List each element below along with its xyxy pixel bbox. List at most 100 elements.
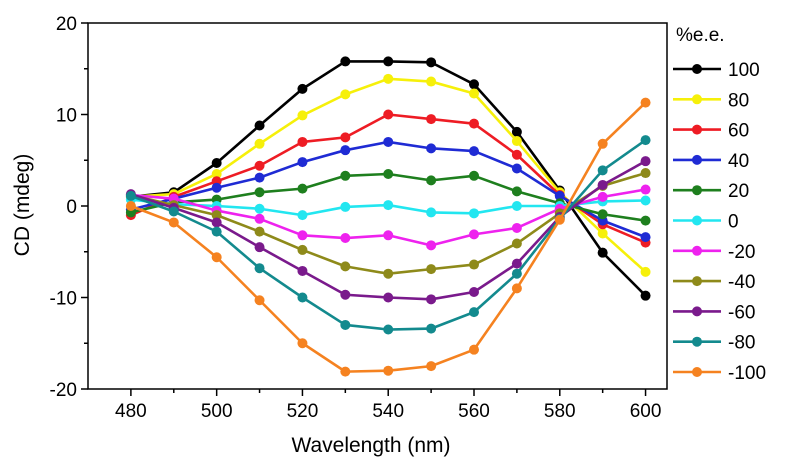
data-point (254, 138, 265, 149)
legend-item: -100 (673, 363, 766, 384)
legend-swatch-marker (692, 306, 702, 317)
data-point (640, 156, 651, 167)
legend-label: 60 (728, 121, 749, 142)
data-point (297, 83, 308, 94)
data-point (297, 230, 308, 241)
legend-item: 40 (673, 151, 749, 172)
data-point (426, 294, 437, 305)
data-point (469, 229, 479, 240)
data-point (383, 365, 394, 376)
legend-label: -60 (728, 302, 755, 323)
data-point (340, 132, 351, 143)
data-point (426, 323, 437, 334)
data-point (469, 170, 479, 181)
data-point (597, 228, 608, 239)
data-point (211, 168, 222, 179)
legend-swatch-marker (692, 215, 702, 226)
data-point (640, 97, 651, 108)
data-point (383, 168, 394, 179)
x-axis: 480 500 520 540 560 580 600 (115, 389, 661, 422)
data-point (469, 79, 479, 90)
data-point (340, 56, 351, 67)
data-point (426, 264, 437, 275)
data-point (297, 292, 308, 303)
data-point (297, 338, 308, 349)
data-point (254, 263, 265, 274)
data-point (597, 247, 608, 258)
data-point (597, 165, 608, 176)
data-point (597, 209, 608, 220)
data-point (211, 217, 222, 228)
x-tick-label: 580 (544, 401, 576, 422)
x-tick-label: 600 (630, 401, 662, 422)
data-point (597, 191, 608, 202)
data-point (340, 319, 351, 330)
data-point (340, 366, 351, 377)
legend-item: -20 (673, 242, 755, 263)
data-point (511, 126, 522, 137)
data-point (297, 110, 308, 121)
series--100 (125, 97, 651, 377)
data-point (168, 206, 179, 217)
y-tick-label: -10 (50, 289, 77, 310)
data-point (125, 201, 136, 211)
data-point (383, 230, 394, 241)
data-point (340, 145, 351, 156)
data-point (426, 175, 437, 186)
data-point (469, 146, 479, 157)
data-point (297, 183, 308, 194)
data-point (469, 344, 479, 355)
data-point (254, 120, 265, 131)
legend-item: 20 (673, 181, 749, 202)
data-point (511, 201, 522, 211)
data-point (383, 109, 394, 120)
x-tick-label: 480 (115, 401, 147, 422)
data-point (254, 172, 265, 183)
data-point (469, 88, 479, 99)
data-point (426, 76, 437, 87)
data-point (211, 182, 222, 193)
data-point (383, 324, 394, 335)
y-tick-label: 10 (56, 106, 77, 127)
legend-swatch-marker (692, 64, 702, 74)
y-axis: -20 -10 0 10 20 (50, 14, 88, 401)
data-point (383, 73, 394, 84)
data-point (469, 118, 479, 129)
data-point (254, 187, 265, 198)
data-point (640, 168, 651, 179)
legend-label: 100 (728, 60, 760, 81)
data-point (511, 283, 522, 294)
data-point (511, 186, 522, 197)
legend-label: -40 (728, 272, 755, 293)
data-point (426, 207, 437, 218)
data-point (254, 295, 265, 306)
data-point (340, 261, 351, 272)
data-point (211, 210, 222, 221)
data-point (383, 56, 394, 67)
legend-item: -80 (673, 333, 755, 354)
data-point (340, 170, 351, 181)
data-point (340, 289, 351, 300)
data-point (340, 233, 351, 244)
data-point (383, 136, 394, 147)
data-point (168, 217, 179, 228)
data-point (640, 266, 651, 277)
data-point (297, 210, 308, 221)
data-point (426, 240, 437, 251)
legend-swatch-marker (692, 154, 702, 165)
data-point (340, 201, 351, 212)
legend-item: 100 (673, 60, 760, 81)
x-axis-title: Wavelength (nm) (291, 434, 450, 457)
legend-swatch-marker (692, 185, 702, 196)
legend-swatch-marker (692, 245, 702, 256)
data-point (254, 213, 265, 224)
data-point (383, 200, 394, 211)
data-point (297, 136, 308, 147)
data-point (469, 307, 479, 318)
data-point (511, 149, 522, 160)
series-line (130, 140, 647, 239)
data-point (511, 222, 522, 233)
legend-label: 80 (728, 90, 749, 111)
legend-swatch-marker (692, 336, 702, 347)
data-point (125, 190, 136, 201)
